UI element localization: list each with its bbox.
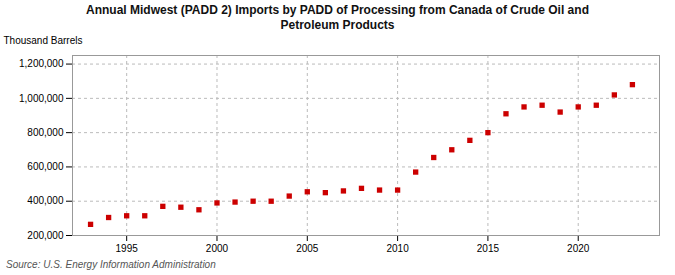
svg-text:1,000,000: 1,000,000 [19,93,64,104]
svg-text:800,000: 800,000 [27,127,64,138]
svg-text:2020: 2020 [567,243,590,254]
html-text:Annual Midwest (PADD 2) Import: Annual Midwest (PADD 2) Imports by PADD … [86,3,589,32]
svg-text:2005: 2005 [296,243,319,254]
svg-text:2015: 2015 [477,243,500,254]
svg-text:400,000: 400,000 [27,195,64,206]
svg-text:1,200,000: 1,200,000 [19,58,64,69]
svg-text:600,000: 600,000 [27,161,64,172]
svg-text:2000: 2000 [206,243,229,254]
html-text:Source: U.S. Energy Informatio: Source: U.S. Energy Information Administ… [6,259,216,270]
svg-text:1995: 1995 [116,243,139,254]
svg-text:200,000: 200,000 [27,230,64,241]
svg-text:Thousand Barrels: Thousand Barrels [4,35,83,46]
svg-text:2010: 2010 [386,243,409,254]
